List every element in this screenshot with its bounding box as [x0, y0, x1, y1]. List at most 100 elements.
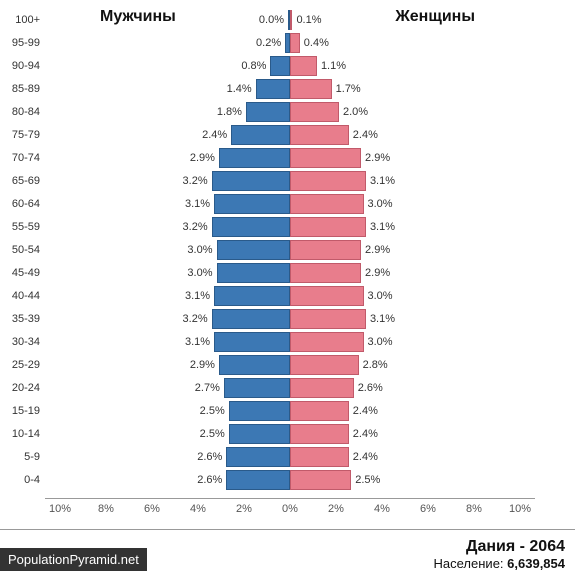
male-percent: 2.5%: [200, 405, 225, 417]
female-percent: 2.9%: [365, 152, 390, 164]
female-bar: [290, 148, 361, 168]
pyramid-row: 90-940.8%1.1%: [45, 54, 535, 77]
female-percent: 1.1%: [321, 60, 346, 72]
female-bar: [290, 194, 364, 214]
age-label: 35-39: [0, 313, 40, 325]
male-percent: 3.1%: [185, 198, 210, 210]
age-label: 15-19: [0, 405, 40, 417]
female-bar: [290, 355, 359, 375]
male-bar: [226, 447, 290, 467]
male-percent: 0.2%: [256, 37, 281, 49]
population-line: Население: 6,639,854: [434, 556, 565, 571]
male-bar: [270, 56, 290, 76]
x-axis-tick: 8%: [459, 503, 489, 515]
male-bar: [219, 355, 290, 375]
male-bar: [214, 332, 290, 352]
female-percent: 2.4%: [353, 129, 378, 141]
male-bar: [231, 125, 290, 145]
pyramid-row: 45-493.0%2.9%: [45, 261, 535, 284]
male-percent: 3.2%: [183, 313, 208, 325]
age-label: 50-54: [0, 244, 40, 256]
male-bar: [246, 102, 290, 122]
female-percent: 2.4%: [353, 451, 378, 463]
pyramid-row: 85-891.4%1.7%: [45, 77, 535, 100]
male-percent: 3.1%: [185, 290, 210, 302]
female-percent: 3.1%: [370, 221, 395, 233]
age-label: 30-34: [0, 336, 40, 348]
pyramid-row: 0-42.6%2.5%: [45, 468, 535, 491]
pyramid-row: 50-543.0%2.9%: [45, 238, 535, 261]
male-bar: [212, 171, 290, 191]
pyramid-row: 55-593.2%3.1%: [45, 215, 535, 238]
pyramid-row: 95-990.2%0.4%: [45, 31, 535, 54]
country-year: Дания - 2064: [434, 538, 565, 556]
female-percent: 2.8%: [363, 359, 388, 371]
female-percent: 0.1%: [296, 14, 321, 26]
female-bar: [290, 401, 349, 421]
female-bar: [290, 33, 300, 53]
male-bar: [256, 79, 290, 99]
male-percent: 0.8%: [241, 60, 266, 72]
age-label: 65-69: [0, 175, 40, 187]
male-bar: [214, 194, 290, 214]
female-bar: [290, 378, 354, 398]
female-percent: 3.0%: [368, 336, 393, 348]
pyramid-row: 40-443.1%3.0%: [45, 284, 535, 307]
x-axis-tick: 10%: [45, 503, 75, 515]
age-label: 10-14: [0, 428, 40, 440]
pyramid-row: 15-192.5%2.4%: [45, 399, 535, 422]
male-bar: [229, 424, 290, 444]
female-percent: 3.0%: [368, 198, 393, 210]
female-bar: [290, 10, 292, 30]
pyramid-row: 75-792.4%2.4%: [45, 123, 535, 146]
pyramid-row: 35-393.2%3.1%: [45, 307, 535, 330]
female-bar: [290, 309, 366, 329]
male-percent: 2.9%: [190, 359, 215, 371]
male-bar: [224, 378, 290, 398]
x-axis-tick: 6%: [413, 503, 443, 515]
female-bar: [290, 263, 361, 283]
x-axis-tick: 8%: [91, 503, 121, 515]
female-bar: [290, 424, 349, 444]
age-label: 70-74: [0, 152, 40, 164]
male-percent: 2.6%: [197, 474, 222, 486]
male-bar: [219, 148, 290, 168]
pyramid-row: 20-242.7%2.6%: [45, 376, 535, 399]
male-bar: [217, 240, 291, 260]
female-percent: 3.1%: [370, 313, 395, 325]
pyramid-row: 65-693.2%3.1%: [45, 169, 535, 192]
female-percent: 2.4%: [353, 428, 378, 440]
female-bar: [290, 56, 317, 76]
female-bar: [290, 79, 332, 99]
pyramid-row: 5-92.6%2.4%: [45, 445, 535, 468]
x-axis-tick: 4%: [183, 503, 213, 515]
pyramid-row: 100+0.0%0.1%: [45, 8, 535, 31]
x-axis-tick: 10%: [505, 503, 535, 515]
female-bar: [290, 125, 349, 145]
male-bar: [212, 309, 290, 329]
x-axis-tick: 2%: [229, 503, 259, 515]
male-percent: 2.7%: [195, 382, 220, 394]
female-percent: 2.6%: [358, 382, 383, 394]
pyramid-row: 30-343.1%3.0%: [45, 330, 535, 353]
male-percent: 3.0%: [187, 267, 212, 279]
female-bar: [290, 470, 351, 490]
age-label: 45-49: [0, 267, 40, 279]
age-label: 85-89: [0, 83, 40, 95]
male-bar: [226, 470, 290, 490]
female-percent: 2.5%: [355, 474, 380, 486]
age-label: 60-64: [0, 198, 40, 210]
x-axis-tick: 2%: [321, 503, 351, 515]
footer-info: Дания - 2064 Население: 6,639,854: [434, 538, 565, 571]
female-bar: [290, 171, 366, 191]
pyramid-row: 70-742.9%2.9%: [45, 146, 535, 169]
female-percent: 2.9%: [365, 267, 390, 279]
pyramid-row: 25-292.9%2.8%: [45, 353, 535, 376]
male-bar: [217, 263, 291, 283]
pyramid-row: 10-142.5%2.4%: [45, 422, 535, 445]
female-bar: [290, 102, 339, 122]
male-percent: 1.4%: [227, 83, 252, 95]
female-bar: [290, 332, 364, 352]
female-bar: [290, 240, 361, 260]
male-bar: [212, 217, 290, 237]
